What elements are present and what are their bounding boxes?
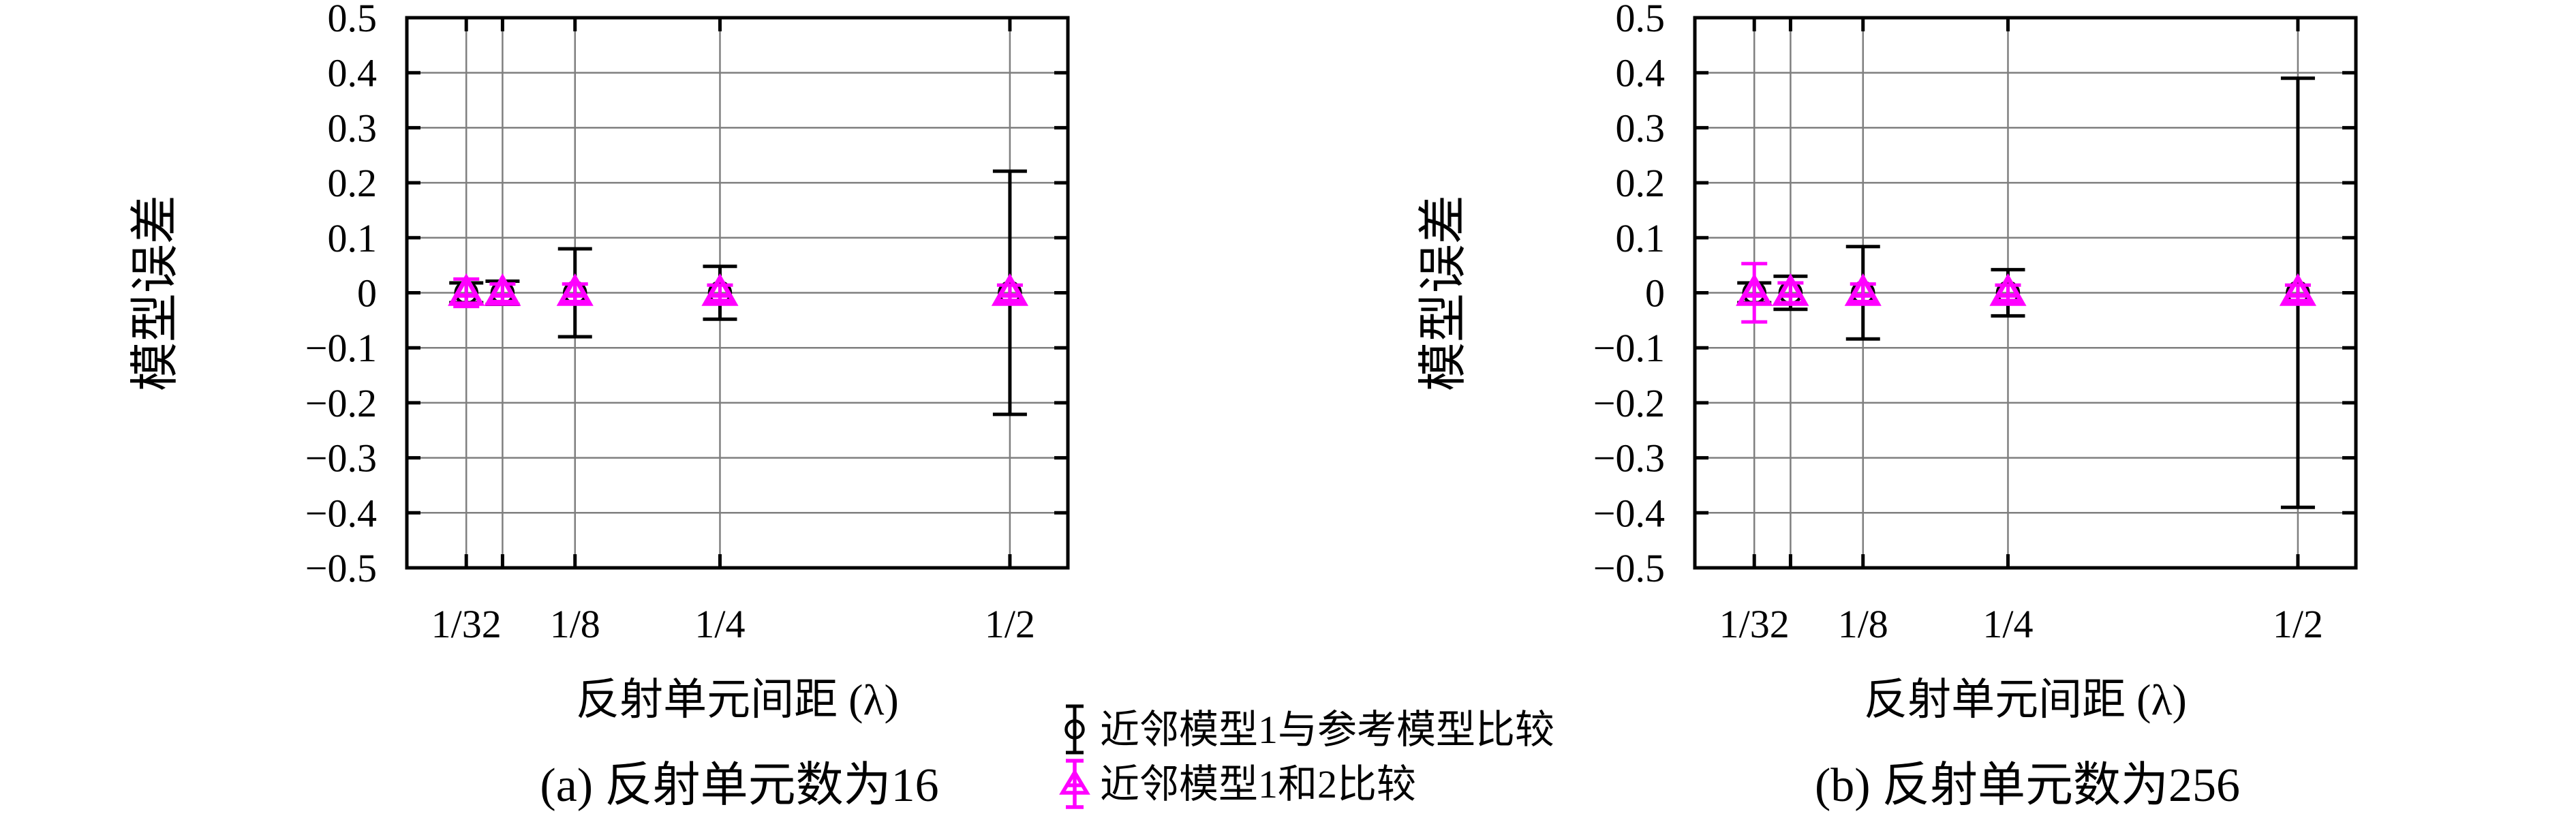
subplot-a: 1/32 1/8 1/4 1/2 0.5 0.4 0.3 0.2 0.1 0 −0.1 −0.2 −0.… [128, 0, 1070, 812]
y-tick-label: −0.5 [1593, 546, 1665, 590]
x-tick-label: 1/8 [550, 602, 600, 646]
plot-area-a: 1/32 1/8 1/4 1/2 0.5 0.4 0.3 0.2 0.1 0 −0.1 −0.2 −0.… [305, 0, 1070, 646]
data-point-triangle-marker [701, 273, 739, 306]
y-tick-label: 0.3 [1616, 106, 1666, 150]
y-tick-label: 0 [1645, 271, 1665, 316]
y-tick-label: 0.1 [1616, 216, 1666, 260]
y-tick-label: −0.1 [305, 326, 377, 370]
errorbar-triangle-icon [1059, 759, 1090, 809]
y-tick-label: 0.5 [328, 0, 378, 40]
data-point-triangle-marker [991, 273, 1028, 306]
error-bar [707, 283, 733, 303]
x-tick-label: 1/32 [1719, 602, 1790, 646]
data-point-triangle-marker [1772, 273, 1809, 306]
subplot-b: 1/32 1/8 1/4 1/2 0.5 0.4 0.3 0.2 0.1 0 −0.1 −0.2 −0.… [1416, 0, 2358, 812]
data-point-triangle-marker [556, 273, 594, 306]
y-tick-label: −0.3 [1593, 436, 1665, 481]
y-tick-label: 0 [357, 271, 377, 316]
y-tick-label: 0.1 [328, 216, 378, 260]
legend-item-2-label: 近邻模型1和2比较 [1100, 762, 1416, 806]
y-tick-label: 0.2 [1616, 161, 1666, 205]
y-tick-label: −0.3 [305, 436, 377, 481]
y-tick-label: 0.3 [328, 106, 378, 150]
data-point-triangle-marker [448, 273, 485, 306]
y-axis-label-b: 模型误差 [1416, 195, 1471, 391]
legend-item-2: 近邻模型1和2比较 [1059, 759, 1416, 809]
legend-item-1: 近邻模型1与参考模型比较 [1064, 704, 1554, 755]
data-point-triangle-marker [484, 273, 521, 306]
data-point-triangle-marker [1736, 273, 1773, 306]
y-tick-label: −0.2 [305, 381, 377, 425]
data-point-triangle-marker [2279, 273, 2316, 306]
error-bar [1995, 283, 2021, 303]
y-tick-label: −0.4 [1593, 491, 1665, 535]
y-axis-label-a: 模型误差 [128, 195, 183, 391]
x-axis-label-a: 反射单元间距 (λ) [576, 676, 899, 724]
x-tick-label: 1/4 [1982, 602, 2033, 646]
x-tick-label: 1/4 [694, 602, 745, 646]
caption-a: (a) 反射单元数为16 [540, 759, 938, 812]
x-tick-label: 1/8 [1838, 602, 1888, 646]
data-point-triangle-marker [1844, 273, 1882, 306]
y-tick-label: 0.5 [1616, 0, 1666, 40]
legend-item-1-label: 近邻模型1与参考模型比较 [1100, 708, 1554, 752]
legend: 近邻模型1与参考模型比较 近邻模型1和2比较 [1059, 704, 1554, 809]
error-bar [2284, 283, 2311, 303]
x-axis-label-b: 反射单元间距 (λ) [1864, 676, 2187, 724]
plot-area-b: 1/32 1/8 1/4 1/2 0.5 0.4 0.3 0.2 0.1 0 −0.1 −0.2 −0.… [1593, 0, 2358, 646]
y-tick-label: 0.4 [1616, 51, 1666, 95]
y-tick-label: −0.1 [1593, 326, 1665, 370]
x-tick-label: 1/2 [2273, 602, 2323, 646]
y-tick-label: −0.2 [1593, 381, 1665, 425]
y-tick-label: 0.4 [328, 51, 378, 95]
y-tick-label: 0.2 [328, 161, 378, 205]
x-tick-label: 1/32 [431, 602, 502, 646]
errorbar-circle-icon [1064, 704, 1085, 755]
y-tick-label: −0.5 [305, 546, 377, 590]
error-bar [996, 283, 1023, 303]
x-tick-label: 1/2 [985, 602, 1035, 646]
y-tick-label: −0.4 [305, 491, 377, 535]
data-point-triangle-marker [1989, 273, 2027, 306]
caption-b: (b) 反射单元数为256 [1815, 759, 2240, 812]
